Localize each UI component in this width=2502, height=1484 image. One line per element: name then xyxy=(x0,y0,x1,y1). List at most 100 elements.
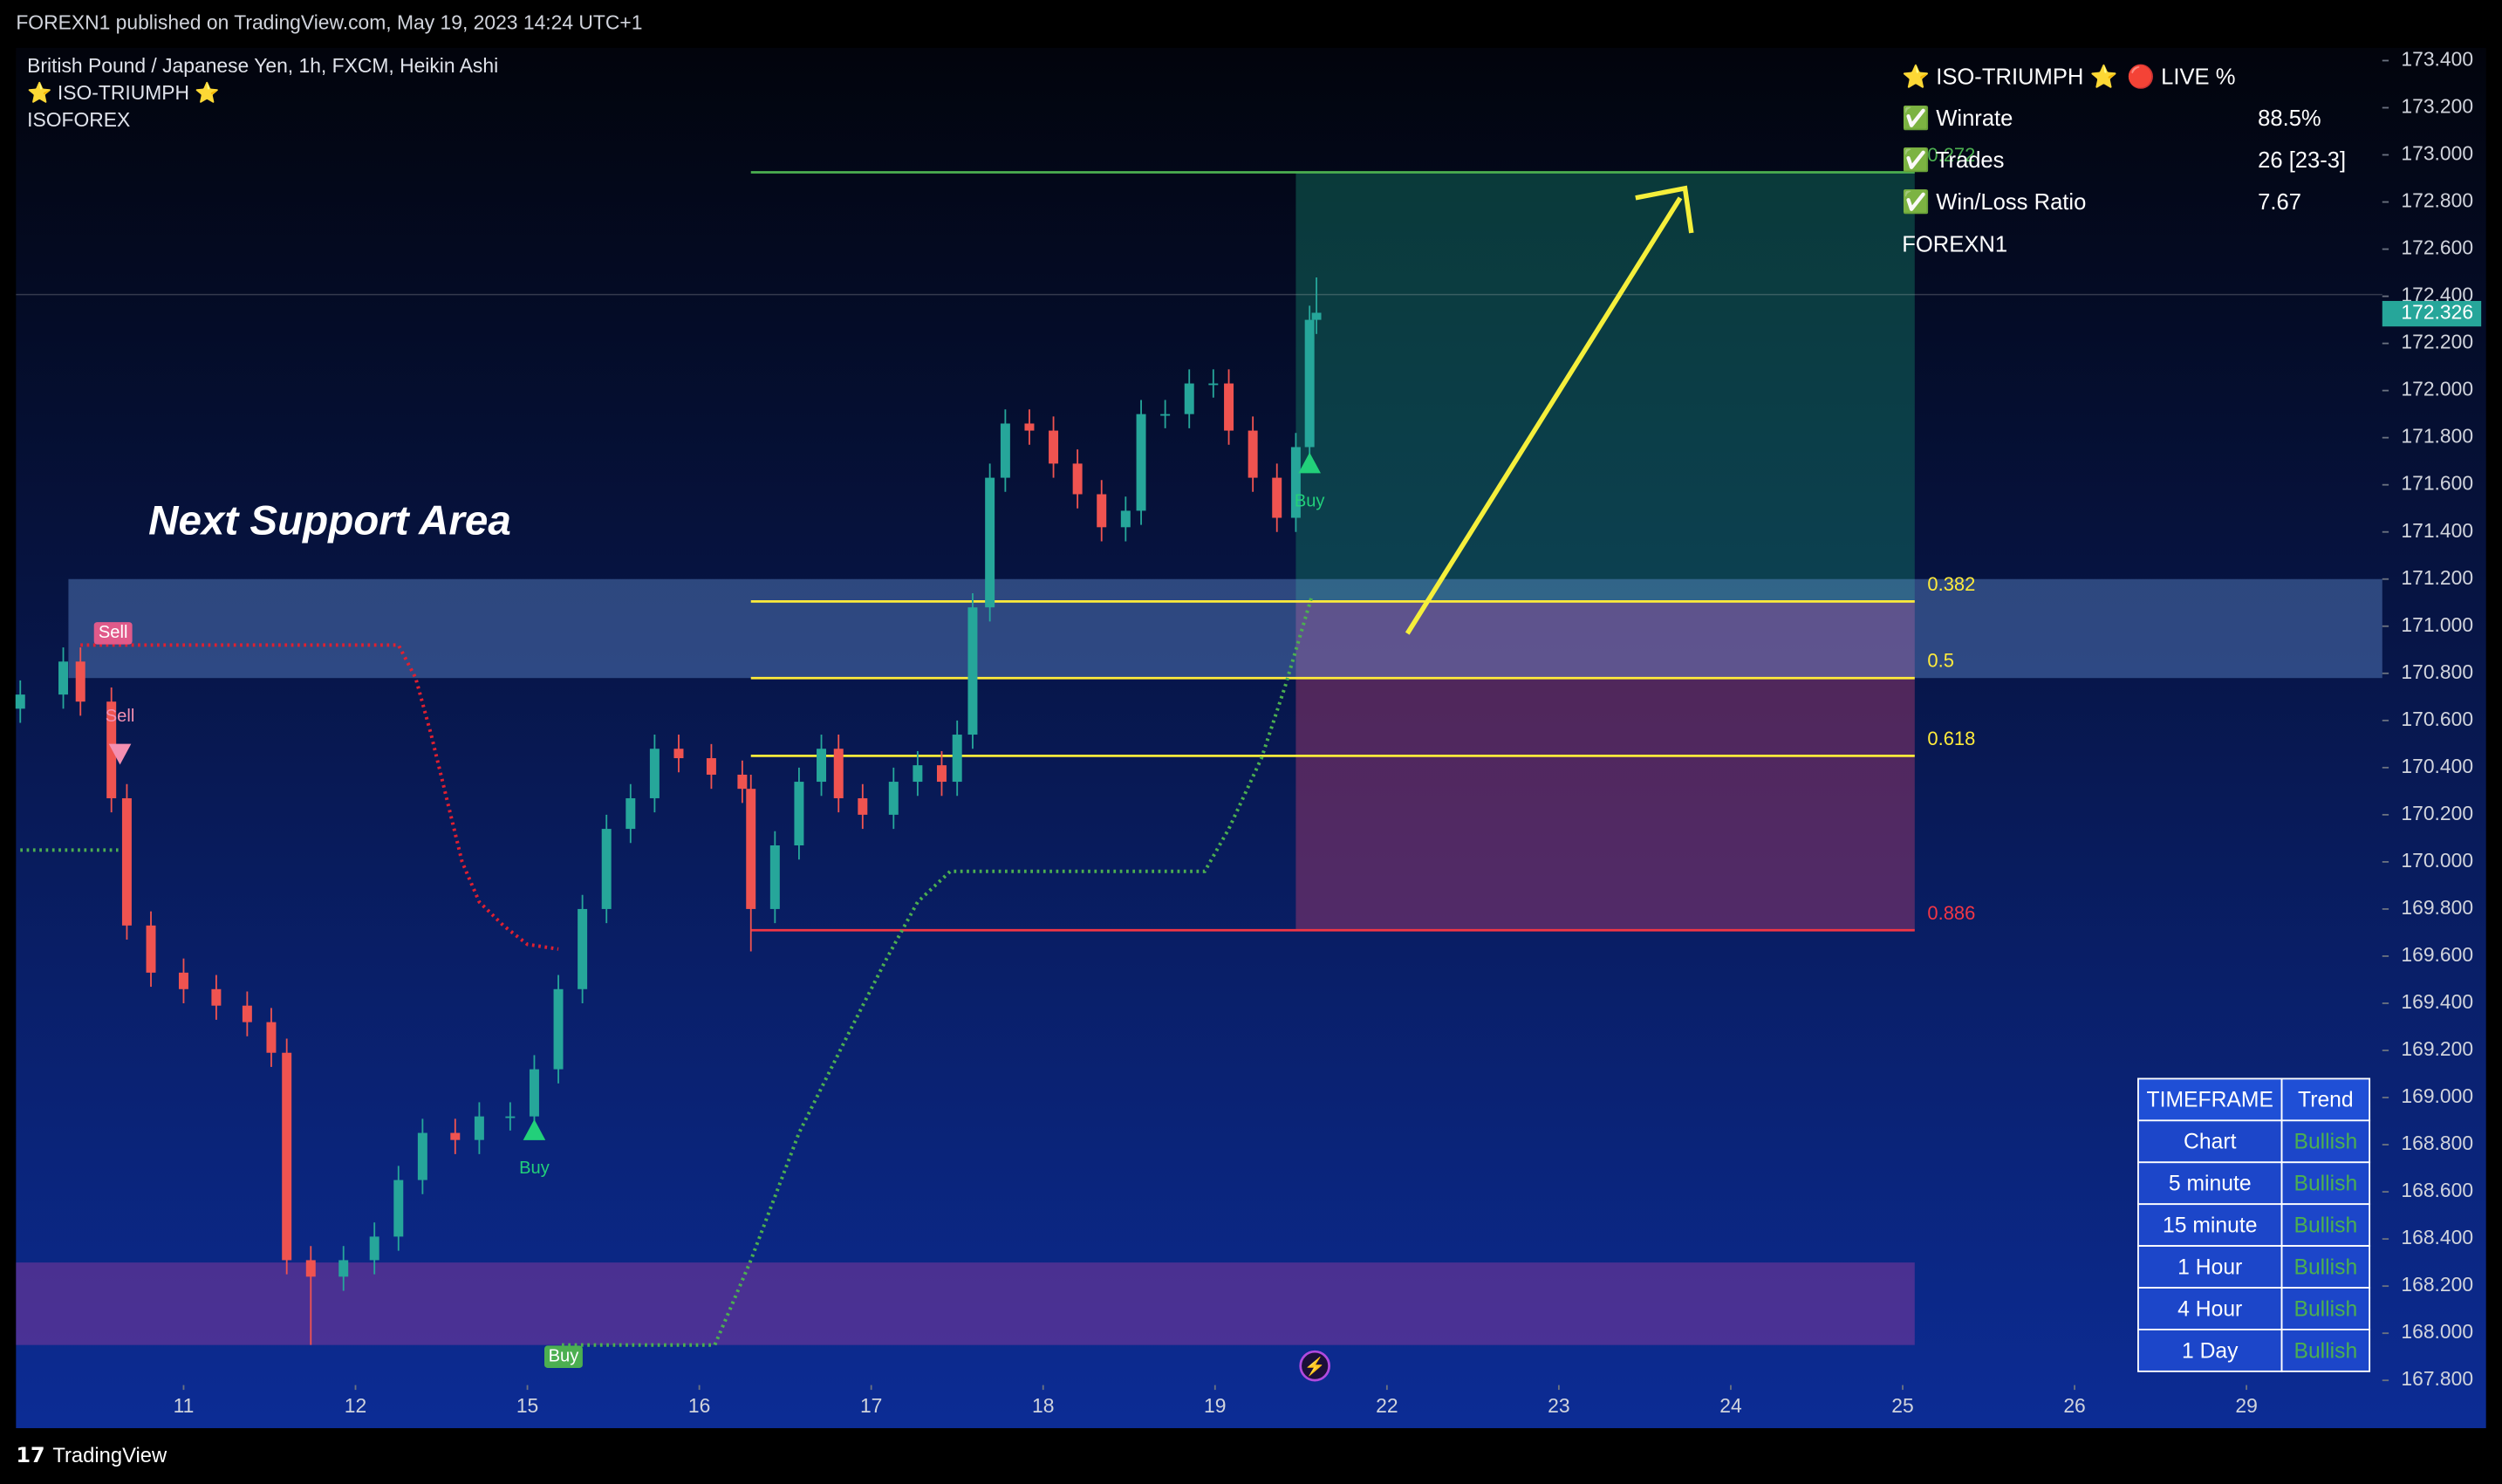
candle-body xyxy=(1272,477,1282,518)
x-tick-label: 12 xyxy=(345,1394,366,1417)
y-tick-label: 170.200 xyxy=(2401,802,2473,824)
x-tick-label: 23 xyxy=(1548,1394,1569,1417)
y-tick-label: 169.400 xyxy=(2401,990,2473,1013)
y-tick-label: 171.000 xyxy=(2401,613,2473,636)
signal-tag xyxy=(93,622,133,645)
x-tick-label: 25 xyxy=(1891,1394,1913,1417)
x-tick-label: 24 xyxy=(1719,1394,1742,1417)
candle-body xyxy=(706,758,716,775)
candle-body xyxy=(1000,423,1010,478)
x-tick-label: 26 xyxy=(2063,1394,2085,1417)
candle-body xyxy=(266,1022,277,1053)
fib-label: 0.272 xyxy=(1927,144,1975,166)
panel-label: ✅ Winrate xyxy=(1902,105,2013,131)
indicator-name: ⭐ ISO-TRIUMPH ⭐ xyxy=(27,81,220,104)
x-tick-label: 11 xyxy=(174,1394,195,1417)
event-icon[interactable] xyxy=(1299,1350,1330,1382)
table-text: 1 Day xyxy=(2182,1339,2239,1363)
signal-arrow xyxy=(1298,452,1321,474)
candle-body xyxy=(211,988,222,1006)
chart-title: British Pound / Japanese Yen, 1h, FXCM, … xyxy=(27,54,498,77)
candle-body xyxy=(282,1052,292,1261)
annotation: Next Support Area xyxy=(148,497,511,544)
x-tick-label: 18 xyxy=(1032,1394,1054,1417)
candle-body xyxy=(737,774,748,790)
candle-body xyxy=(817,749,827,783)
table-text: Bullish xyxy=(2294,1173,2357,1196)
y-tick-label: 173.200 xyxy=(2401,95,2473,118)
candle-body xyxy=(393,1180,404,1237)
y-tick-label: 169.600 xyxy=(2401,943,2473,966)
y-tick-label: 173.000 xyxy=(2401,142,2473,165)
candle-body xyxy=(833,749,844,798)
signal-tag xyxy=(543,1345,583,1368)
target-box xyxy=(1295,172,1915,602)
candle-body xyxy=(1290,447,1301,518)
candle-body xyxy=(936,765,947,783)
table-text: Trend xyxy=(2298,1089,2354,1112)
y-tick-label: 170.800 xyxy=(2401,660,2473,683)
signal-arrow xyxy=(108,743,132,765)
y-tick-label: 171.600 xyxy=(2401,472,2473,495)
candle-body xyxy=(58,661,69,695)
candle-body xyxy=(888,782,899,815)
y-tick-label: 169.800 xyxy=(2401,896,2473,919)
candle-body xyxy=(1072,463,1083,495)
candle-body xyxy=(626,797,636,830)
table-cell xyxy=(2280,1287,2371,1330)
last-price-tag xyxy=(2382,300,2482,327)
panel-value: 26 [23-3] xyxy=(2258,148,2346,173)
publisher: FOREXN1 published on TradingView.com, Ma… xyxy=(16,10,642,33)
candle-body xyxy=(450,1132,461,1140)
signal-arrow xyxy=(523,1119,546,1140)
y-tick-label: 172.600 xyxy=(2401,236,2473,259)
table-cell xyxy=(2280,1119,2371,1164)
signal-label: Buy xyxy=(519,1159,550,1178)
candle-body xyxy=(1024,423,1035,431)
fib-label: 0.5 xyxy=(1927,650,1954,672)
candle-body xyxy=(1120,510,1131,528)
table-cell xyxy=(2137,1329,2283,1372)
table-text: 15 minute xyxy=(2163,1214,2257,1237)
x-tick-label: 22 xyxy=(1376,1394,1398,1417)
candle-body xyxy=(673,749,684,759)
y-tick-label: 172.000 xyxy=(2401,378,2473,400)
table-cell xyxy=(2280,1203,2371,1248)
table-text: Bullish xyxy=(2294,1339,2357,1363)
table-text: 5 minute xyxy=(2169,1173,2252,1196)
candle-body xyxy=(1248,430,1258,478)
table-text: 4 Hour xyxy=(2177,1297,2242,1321)
candle-body xyxy=(474,1116,484,1140)
y-tick-label: 168.400 xyxy=(2401,1226,2473,1248)
candle-body xyxy=(578,908,588,989)
candle-body xyxy=(1224,383,1234,431)
candle-body xyxy=(1304,319,1315,448)
y-tick-label: 169.000 xyxy=(2401,1084,2473,1107)
y-tick-label: 168.600 xyxy=(2401,1179,2473,1201)
table-text: Bullish xyxy=(2294,1297,2357,1321)
trailing-stop xyxy=(80,643,559,951)
candle-body xyxy=(1311,312,1322,320)
y-tick-label: 172.200 xyxy=(2401,331,2473,353)
candle-body xyxy=(505,1116,516,1118)
candle-body xyxy=(769,845,780,909)
table-text: 1 Hour xyxy=(2177,1255,2242,1279)
signal-label: Buy xyxy=(549,1346,580,1365)
x-tick-label: 19 xyxy=(1204,1394,1226,1417)
table-cell xyxy=(2137,1119,2283,1164)
table-cell xyxy=(2280,1329,2371,1372)
x-tick-label: 29 xyxy=(2235,1394,2257,1417)
y-tick-label: 172.800 xyxy=(2401,189,2473,212)
panel-label: ✅ Trades xyxy=(1902,147,2004,173)
candle-body xyxy=(106,701,117,798)
plot-background xyxy=(16,47,2486,1428)
candle-body xyxy=(417,1132,427,1180)
panel-title: ⭐ ISO-TRIUMPH ⭐ xyxy=(1902,63,2117,89)
stop-box xyxy=(1295,601,1915,931)
trailing-stop xyxy=(561,597,1314,1347)
table-text: Chart xyxy=(2184,1131,2237,1154)
x-tick-label: 16 xyxy=(688,1394,710,1417)
panel-label: ✅ Win/Loss Ratio xyxy=(1902,188,2086,215)
candle-body xyxy=(121,797,132,926)
